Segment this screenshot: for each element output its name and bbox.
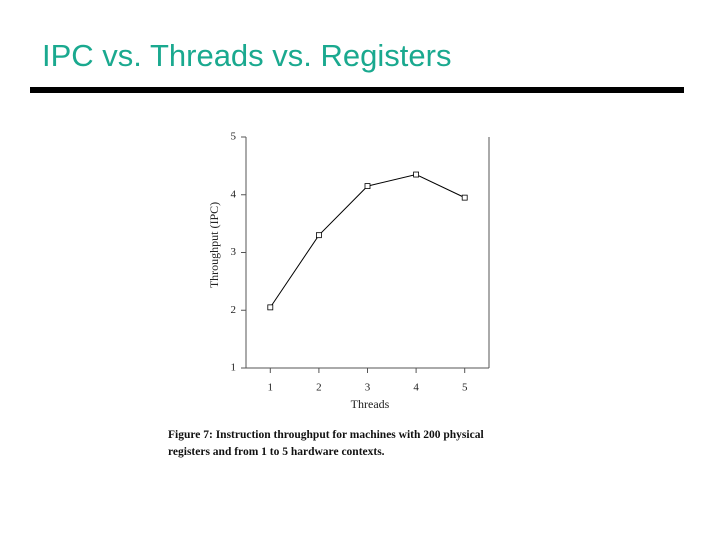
x-tick-label: 5: [462, 382, 468, 394]
caption-line: registers and from 1 to 5 hardware conte…: [168, 446, 385, 458]
x-axis-label: Threads: [351, 397, 390, 411]
marker: [413, 171, 420, 178]
slide-title: IPC vs. Threads vs. Registers: [42, 38, 451, 73]
title-rule: [30, 87, 684, 93]
y-tick-label: 2: [231, 304, 237, 316]
marker: [315, 232, 322, 239]
y-tick-label: 5: [231, 131, 237, 143]
x-tick-label: 1: [268, 382, 274, 394]
x-tick-label: 3: [365, 382, 371, 394]
marker: [364, 183, 371, 189]
y-axis-label: Throughput (IPC): [207, 202, 221, 288]
caption-line: Figure 7: Instruction throughput for mac…: [168, 429, 484, 441]
series-line: [269, 174, 465, 308]
y-tick-label: 1: [231, 362, 237, 374]
marker: [461, 194, 468, 201]
x-tick-label: 2: [316, 382, 322, 394]
y-tick-label: 4: [231, 188, 237, 200]
y-tick-label: 3: [231, 246, 237, 258]
x-tick-label: 4: [413, 382, 419, 394]
marker: [267, 304, 274, 311]
